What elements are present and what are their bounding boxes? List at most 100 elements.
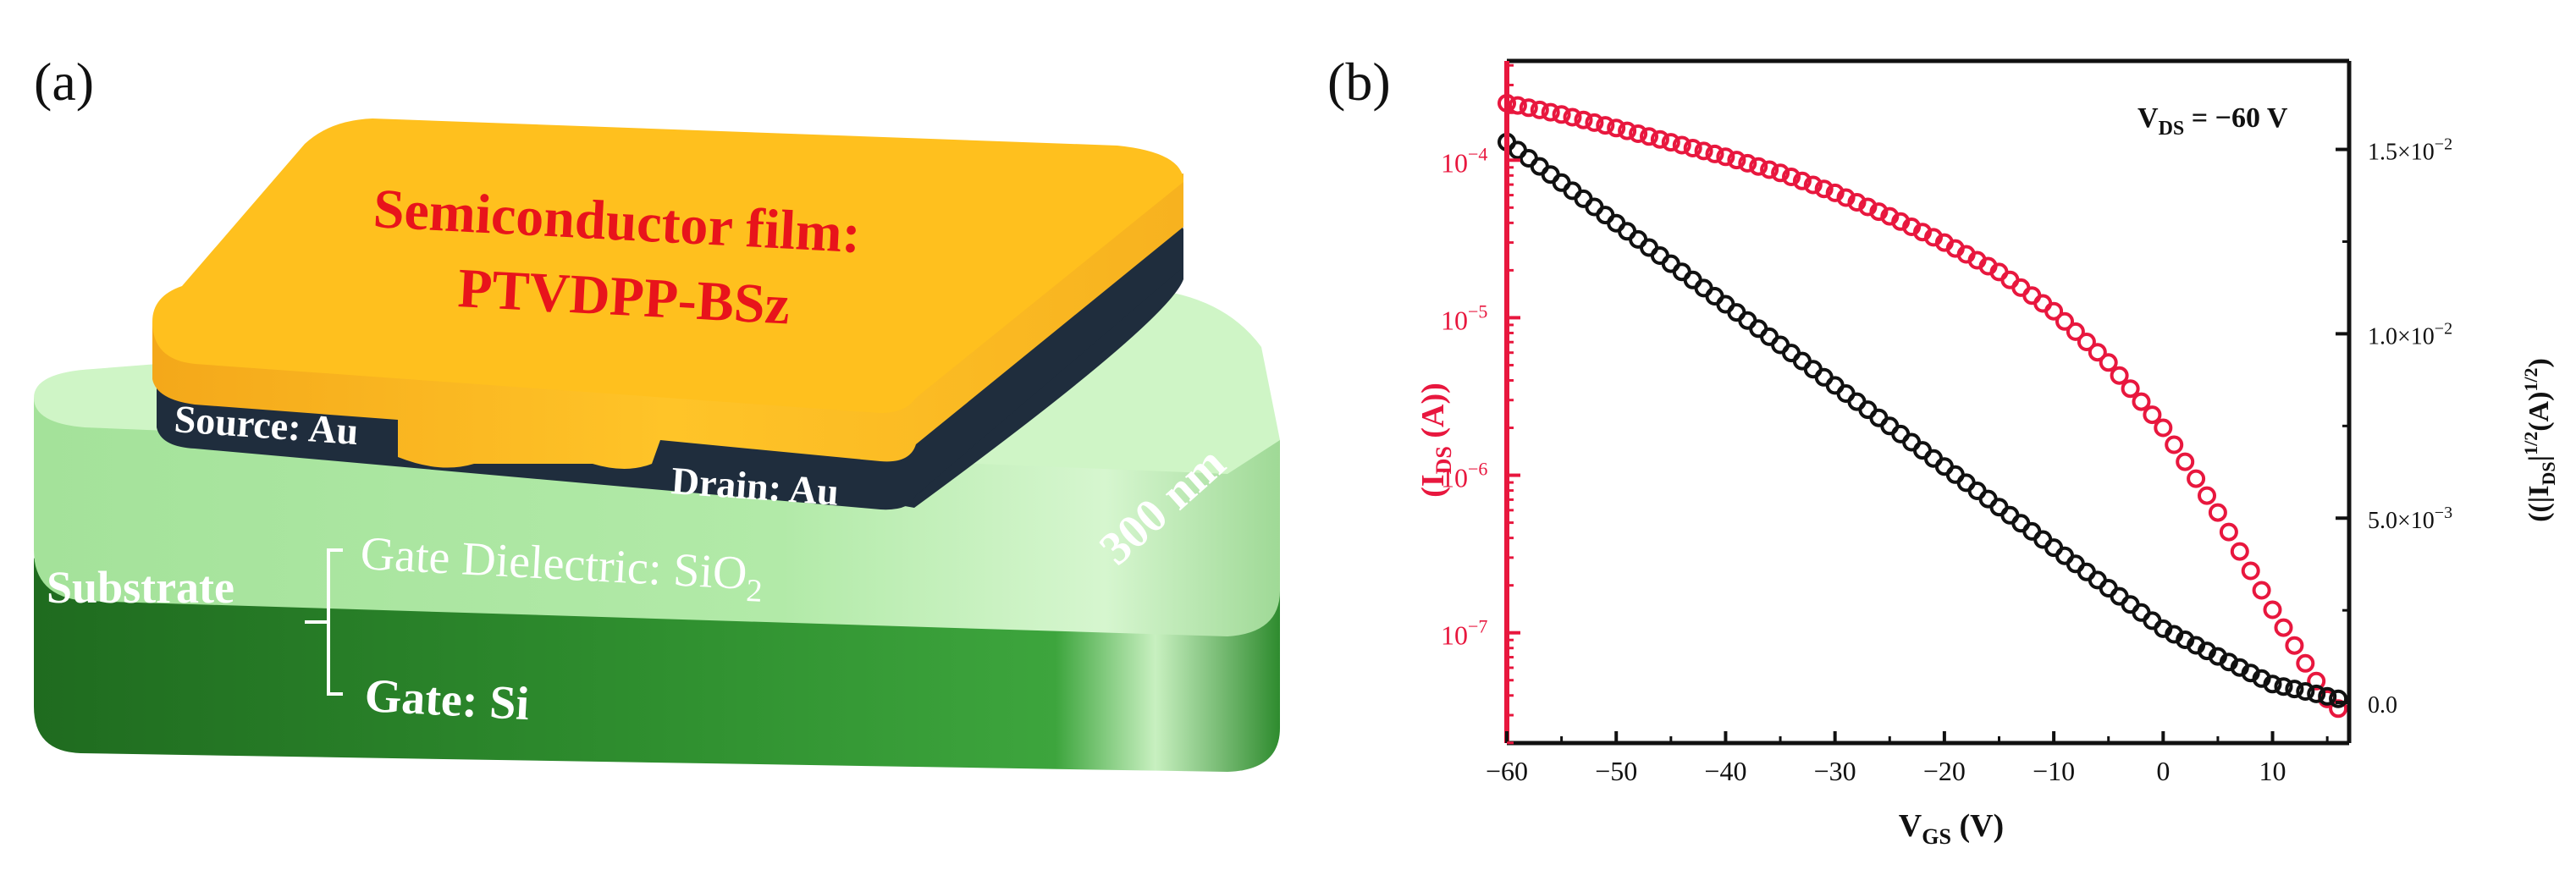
y-left-tick-base: 10 <box>1441 147 1468 178</box>
semiconductor-film <box>152 118 1183 469</box>
y-left-tick-base: 10 <box>1441 620 1468 651</box>
y-left-tick-label: 10−6 <box>1441 459 1487 493</box>
ids-marker <box>2296 653 2315 673</box>
y-left-tick-exp: −5 <box>1468 300 1487 322</box>
ids-marker <box>1836 188 1856 207</box>
y-right-tick-base: 1.0×10 <box>2368 323 2435 350</box>
ids-marker <box>2285 636 2304 655</box>
ids-marker <box>1738 153 1757 173</box>
ids-marker <box>2055 311 2074 331</box>
y-right-tick-exp: −2 <box>2435 135 2452 154</box>
y-right-tick-exp: −2 <box>2435 319 2452 338</box>
vds-annotation: VDS = −60 V <box>2137 102 2288 140</box>
ids-marker <box>1629 124 1648 143</box>
ids-marker <box>1672 135 1691 155</box>
ids-marker <box>1760 160 1779 179</box>
ids-marker <box>2099 353 2118 372</box>
ids-marker <box>2241 561 2260 581</box>
ids-marker <box>1847 193 1867 212</box>
y-right-tick-exp: −3 <box>2435 504 2452 522</box>
y-left-tick-label: 10−7 <box>1441 616 1487 651</box>
x-tick-label: −30 <box>1814 756 1856 786</box>
ids-marker <box>2307 671 2326 691</box>
substrate-label: Substrate <box>47 562 234 613</box>
x-axis-title-main: V <box>1899 808 1922 844</box>
sqrt-ids-marker <box>2285 680 2304 699</box>
x-tick-label: −10 <box>2033 756 2075 786</box>
x-axis-title-unit: (V) <box>1951 808 2004 844</box>
y-right-axis-title-open: ((|I <box>2524 486 2555 522</box>
ids-marker <box>1869 202 1889 222</box>
y-right-axis-title-sub: DS <box>2538 461 2559 485</box>
ids-marker <box>1792 171 1812 190</box>
y-left-tick-label: 10−5 <box>1441 300 1487 335</box>
y-right-axis-title-close: ) <box>2524 358 2555 367</box>
y-right-axis-title-sup1: 1/2 <box>2520 432 2541 455</box>
film-top <box>152 118 1183 413</box>
ids-marker <box>1661 133 1680 152</box>
ids-marker <box>2132 392 2151 411</box>
sqrt-ids-marker <box>2274 677 2293 697</box>
ids-marker <box>1640 127 1658 146</box>
x-tick-label: 0 <box>2156 756 2170 786</box>
y-right-tick-base: 5.0×10 <box>2368 508 2435 534</box>
ids-marker <box>1803 175 1823 195</box>
ids-marker <box>2176 452 2195 471</box>
ids-marker <box>2154 418 2173 438</box>
gate-label: Gate: Si <box>363 669 530 730</box>
ids-marker <box>1596 116 1615 135</box>
y-right-tick-label: 0.0 <box>2368 692 2397 719</box>
series-sqrt-ids <box>1498 132 2348 708</box>
x-axis-title: VGS (V) <box>1899 808 2004 849</box>
ids-marker <box>1858 197 1878 217</box>
ids-marker <box>2143 405 2162 425</box>
y-right-axis-title-sup2: 1/2 <box>2520 367 2541 391</box>
sqrt-ids-marker <box>2318 686 2337 706</box>
ids-marker <box>2274 618 2293 637</box>
ids-marker <box>1585 113 1604 132</box>
ids-marker <box>1552 105 1571 124</box>
y-right-tick-base: 0.0 <box>2368 692 2397 719</box>
ids-marker <box>1705 144 1724 163</box>
ids-marker <box>1519 98 1538 118</box>
ids-marker <box>2263 600 2282 619</box>
ids-marker <box>1508 96 1527 115</box>
ids-marker <box>2077 333 2096 351</box>
ids-marker <box>1530 100 1549 119</box>
sqrt-ids-marker <box>2296 682 2315 701</box>
y-left-axis-title: (IDS (A)) <box>1415 383 1456 498</box>
panel-b-label: (b) <box>1327 52 1391 112</box>
vds-annotation-value: = −60 V <box>2184 102 2288 134</box>
ids-marker <box>1541 102 1560 122</box>
ids-marker <box>1683 139 1702 157</box>
panel-a-label: (a) <box>34 52 94 112</box>
ids-marker <box>2066 322 2085 341</box>
ids-marker <box>1814 179 1834 199</box>
y-left-tick-label: 10−4 <box>1441 143 1487 178</box>
ids-marker <box>1574 110 1593 129</box>
x-tick-label: −50 <box>1595 756 1637 786</box>
y-right-axis-title: ((|IDS|1/2(A)1/2) <box>2520 358 2559 522</box>
ids-marker <box>1825 183 1845 202</box>
y-right-tick-label: 1.5×10−2 <box>2368 135 2452 166</box>
vds-annotation-v: V <box>2137 102 2159 134</box>
y-left-tick-exp: −6 <box>1468 459 1487 480</box>
ids-marker <box>1650 129 1669 149</box>
x-tick-label: 10 <box>2259 756 2286 786</box>
ids-marker <box>1694 141 1713 161</box>
ids-marker <box>2198 486 2216 505</box>
ids-marker <box>1618 121 1637 140</box>
ids-marker <box>2219 522 2238 542</box>
y-left-tick-base: 10 <box>1441 305 1468 335</box>
x-tick-label: −40 <box>1704 756 1746 786</box>
x-tick-label: −60 <box>1486 756 1528 786</box>
ids-marker <box>1563 107 1582 127</box>
ids-marker <box>2110 366 2129 385</box>
y-left-axis-title-open: (I <box>1415 474 1451 497</box>
x-tick-label: −20 <box>1923 756 1966 786</box>
y-left-tick-base: 10 <box>1441 463 1468 493</box>
ids-marker <box>2230 542 2249 561</box>
y-right-tick-label: 1.0×10−2 <box>2368 319 2452 350</box>
y-left-tick-exp: −7 <box>1468 616 1487 637</box>
